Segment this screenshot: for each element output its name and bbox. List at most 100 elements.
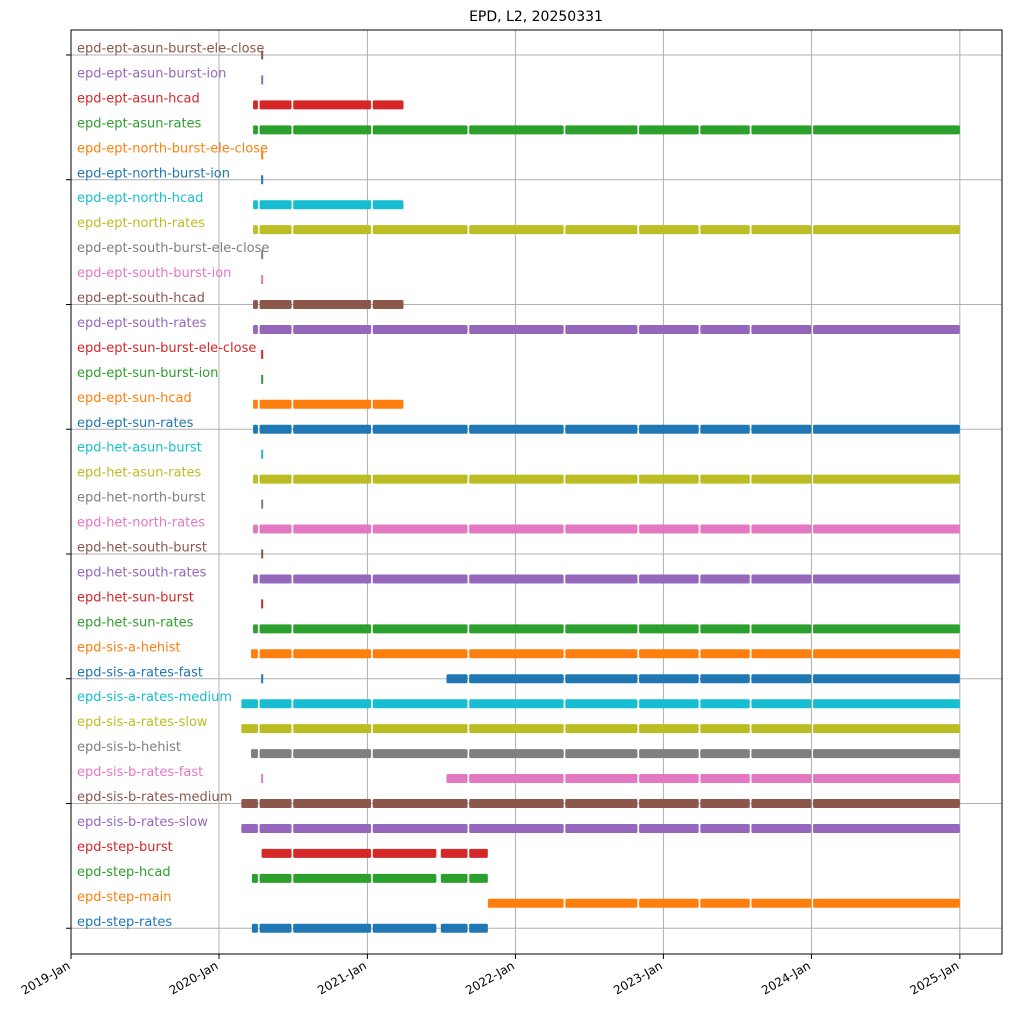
timeline-segment xyxy=(565,524,638,534)
timeline-segment xyxy=(372,200,404,210)
series-label: epd-sis-a-rates-slow xyxy=(77,715,208,730)
series-label: epd-step-hcad xyxy=(77,865,171,880)
series-label: epd-ept-sun-rates xyxy=(77,416,194,431)
timeline-segment xyxy=(469,474,564,484)
timeline-segment xyxy=(639,125,699,135)
timeline-segment xyxy=(639,649,699,659)
timeline-segment xyxy=(293,225,372,235)
timeline-segment xyxy=(251,749,258,759)
series-label: epd-ept-sun-burst-ion xyxy=(77,366,218,381)
plot-frame xyxy=(70,29,1003,955)
timeline-segment xyxy=(700,125,750,135)
timeline-segment xyxy=(565,799,638,808)
timeline-segment xyxy=(700,225,750,235)
timeline-segment xyxy=(469,724,564,734)
timeline-segment xyxy=(440,848,468,858)
timeline-segment xyxy=(700,324,750,334)
timeline-segment xyxy=(751,524,812,534)
timeline-segment xyxy=(469,923,488,933)
timeline-segment xyxy=(639,524,699,534)
series-label: epd-sis-a-rates-fast xyxy=(77,665,203,680)
timeline-segment xyxy=(251,649,258,659)
timeline-segment xyxy=(751,774,812,784)
timeline-segment xyxy=(261,374,264,384)
timeline-segment xyxy=(565,749,638,759)
timeline-segment xyxy=(293,300,372,309)
timeline-segment xyxy=(261,250,264,260)
timeline-segment xyxy=(700,524,750,534)
series-label: epd-sis-a-hehist xyxy=(77,640,181,655)
timeline-segment xyxy=(813,799,960,808)
timeline-segment xyxy=(253,424,258,434)
timeline-segment xyxy=(261,349,264,359)
timeline-segment xyxy=(565,724,638,734)
timeline-segment xyxy=(751,574,812,584)
timeline-segment xyxy=(293,524,372,534)
timeline-segment xyxy=(469,225,564,235)
timeline-segment xyxy=(700,774,750,784)
timeline-segment xyxy=(469,774,564,784)
timeline-segment xyxy=(261,499,264,509)
timeline-segment xyxy=(261,150,264,160)
timeline-segment xyxy=(259,699,292,709)
series-label: epd-ept-south-hcad xyxy=(77,291,205,306)
timeline-segment xyxy=(565,125,638,135)
timeline-segment xyxy=(372,649,468,659)
timeline-segment xyxy=(813,424,960,434)
timeline-segment xyxy=(293,923,372,933)
timeline-segment xyxy=(565,649,638,659)
timeline-segment xyxy=(751,125,812,135)
timeline-segment xyxy=(253,300,258,309)
timeline-segment xyxy=(372,300,404,309)
timeline-segment xyxy=(293,749,372,759)
timeline-segment xyxy=(565,898,638,908)
timeline-segment xyxy=(469,699,564,709)
timeline-segment xyxy=(293,649,372,659)
timeline-segment xyxy=(253,200,258,210)
series-label: epd-sis-b-rates-medium xyxy=(77,790,232,805)
timeline-segment xyxy=(813,574,960,584)
timeline-segment xyxy=(372,624,468,634)
timeline-segment xyxy=(700,749,750,759)
timeline-segment xyxy=(700,649,750,659)
timeline-segment xyxy=(639,823,699,833)
series-label: epd-sis-b-hehist xyxy=(77,740,181,755)
timeline-segment xyxy=(251,873,258,883)
timeline-segment xyxy=(253,225,258,235)
timeline-segment xyxy=(813,225,960,235)
timeline-segment xyxy=(469,424,564,434)
timeline-segment xyxy=(293,200,372,210)
timeline-segment xyxy=(565,474,638,484)
timeline-segment xyxy=(751,674,812,684)
timeline-segment xyxy=(372,100,404,110)
timeline-segment xyxy=(293,699,372,709)
timeline-segment xyxy=(259,799,292,808)
timeline-segment xyxy=(639,225,699,235)
timeline-segment xyxy=(372,799,468,808)
timeline-segment xyxy=(700,574,750,584)
timeline-segment xyxy=(261,674,264,684)
series-label: epd-ept-asun-rates xyxy=(77,116,202,131)
timeline-segment xyxy=(813,774,960,784)
timeline-segment xyxy=(293,624,372,634)
timeline-segment xyxy=(639,624,699,634)
timeline-segment xyxy=(253,624,258,634)
timeline-segment xyxy=(813,125,960,135)
timeline-segment xyxy=(751,724,812,734)
timeline-segment xyxy=(469,574,564,584)
chart-title: EPD, L2, 20250331 xyxy=(469,9,603,25)
timeline-segment xyxy=(751,699,812,709)
timeline-segment xyxy=(293,574,372,584)
timeline-segment xyxy=(293,100,372,110)
timeline-segment xyxy=(259,300,292,309)
timeline-segment xyxy=(469,624,564,634)
timeline-segment xyxy=(293,848,372,858)
timeline-segment xyxy=(241,823,258,833)
timeline-segment xyxy=(261,599,264,609)
series-label: epd-ept-south-rates xyxy=(77,316,207,331)
timeline-segment xyxy=(293,399,372,409)
timeline-segment xyxy=(487,898,564,908)
timeline-segment xyxy=(372,823,468,833)
